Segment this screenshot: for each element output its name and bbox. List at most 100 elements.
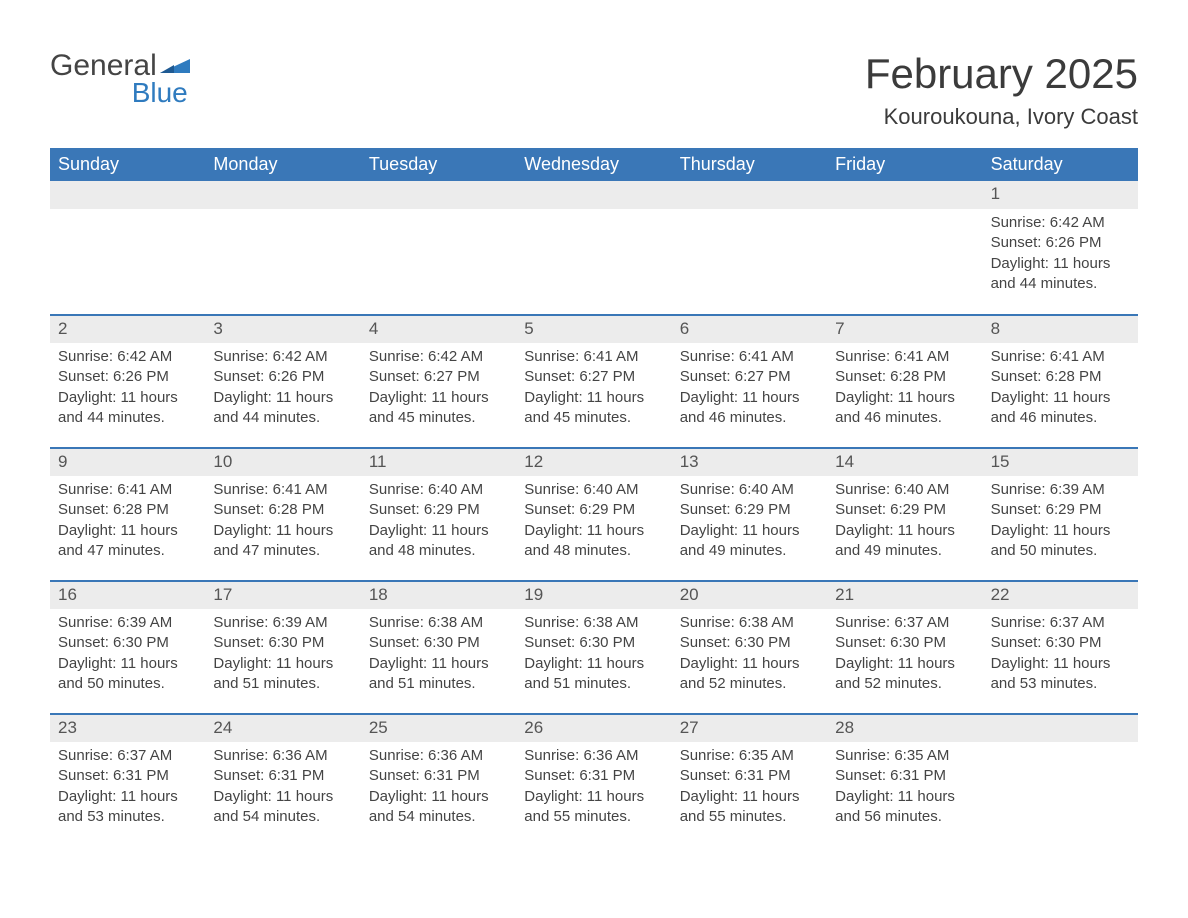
daylight-text: Daylight: 11 hours and 53 minutes. — [991, 654, 1130, 695]
sunset-text: Sunset: 6:28 PM — [58, 500, 197, 520]
logo: General Blue — [50, 50, 190, 107]
day-cell — [50, 209, 205, 314]
day-cell — [983, 742, 1138, 846]
sunrise-text: Sunrise: 6:36 AM — [524, 746, 663, 766]
sunset-text: Sunset: 6:31 PM — [524, 766, 663, 786]
sunset-text: Sunset: 6:28 PM — [835, 367, 974, 387]
day-number: 4 — [361, 316, 516, 343]
day-cell: Sunrise: 6:39 AMSunset: 6:30 PMDaylight:… — [50, 609, 205, 713]
day-number — [205, 181, 360, 209]
day-number: 19 — [516, 582, 671, 609]
sunrise-text: Sunrise: 6:36 AM — [369, 746, 508, 766]
day-number: 20 — [672, 582, 827, 609]
day-cell: Sunrise: 6:35 AMSunset: 6:31 PMDaylight:… — [827, 742, 982, 846]
month-title: February 2025 — [865, 50, 1138, 98]
weekday-header: Wednesday — [516, 148, 671, 181]
sunrise-text: Sunrise: 6:40 AM — [524, 480, 663, 500]
day-number — [516, 181, 671, 209]
calendar-week: 9101112131415Sunrise: 6:41 AMSunset: 6:2… — [50, 447, 1138, 580]
sunset-text: Sunset: 6:29 PM — [369, 500, 508, 520]
day-cell: Sunrise: 6:42 AMSunset: 6:27 PMDaylight:… — [361, 343, 516, 447]
sunset-text: Sunset: 6:30 PM — [213, 633, 352, 653]
sunset-text: Sunset: 6:27 PM — [680, 367, 819, 387]
day-cell — [827, 209, 982, 314]
daylight-text: Daylight: 11 hours and 51 minutes. — [213, 654, 352, 695]
day-cell: Sunrise: 6:35 AMSunset: 6:31 PMDaylight:… — [672, 742, 827, 846]
daylight-text: Daylight: 11 hours and 49 minutes. — [680, 521, 819, 562]
calendar-week: 1 Sunrise: 6:42 AMSunset: 6:26 PMDaylight… — [50, 181, 1138, 314]
sunrise-text: Sunrise: 6:38 AM — [680, 613, 819, 633]
sunset-text: Sunset: 6:30 PM — [58, 633, 197, 653]
weekday-header: Thursday — [672, 148, 827, 181]
day-body-row: Sunrise: 6:41 AMSunset: 6:28 PMDaylight:… — [50, 476, 1138, 580]
day-number: 7 — [827, 316, 982, 343]
day-number: 1 — [983, 181, 1138, 209]
daylight-text: Daylight: 11 hours and 49 minutes. — [835, 521, 974, 562]
daylight-text: Daylight: 11 hours and 56 minutes. — [835, 787, 974, 828]
sunset-text: Sunset: 6:29 PM — [680, 500, 819, 520]
day-number: 21 — [827, 582, 982, 609]
sunset-text: Sunset: 6:27 PM — [524, 367, 663, 387]
day-number: 12 — [516, 449, 671, 476]
sunrise-text: Sunrise: 6:39 AM — [991, 480, 1130, 500]
weekday-header: Tuesday — [361, 148, 516, 181]
daylight-text: Daylight: 11 hours and 55 minutes. — [680, 787, 819, 828]
sunset-text: Sunset: 6:31 PM — [58, 766, 197, 786]
sunset-text: Sunset: 6:26 PM — [991, 233, 1130, 253]
daylight-text: Daylight: 11 hours and 50 minutes. — [58, 654, 197, 695]
day-cell: Sunrise: 6:36 AMSunset: 6:31 PMDaylight:… — [516, 742, 671, 846]
sunrise-text: Sunrise: 6:35 AM — [680, 746, 819, 766]
day-number: 17 — [205, 582, 360, 609]
day-cell: Sunrise: 6:41 AMSunset: 6:28 PMDaylight:… — [205, 476, 360, 580]
sunrise-text: Sunrise: 6:38 AM — [369, 613, 508, 633]
daylight-text: Daylight: 11 hours and 44 minutes. — [991, 254, 1130, 295]
sunrise-text: Sunrise: 6:39 AM — [58, 613, 197, 633]
day-body-row: Sunrise: 6:37 AMSunset: 6:31 PMDaylight:… — [50, 742, 1138, 846]
sunset-text: Sunset: 6:30 PM — [835, 633, 974, 653]
sunset-text: Sunset: 6:28 PM — [213, 500, 352, 520]
day-cell: Sunrise: 6:40 AMSunset: 6:29 PMDaylight:… — [827, 476, 982, 580]
sunrise-text: Sunrise: 6:37 AM — [991, 613, 1130, 633]
weekday-header: Sunday — [50, 148, 205, 181]
day-cell: Sunrise: 6:39 AMSunset: 6:29 PMDaylight:… — [983, 476, 1138, 580]
daylight-text: Daylight: 11 hours and 45 minutes. — [369, 388, 508, 429]
sunrise-text: Sunrise: 6:40 AM — [680, 480, 819, 500]
sunrise-text: Sunrise: 6:40 AM — [835, 480, 974, 500]
day-number — [983, 715, 1138, 742]
sunrise-text: Sunrise: 6:38 AM — [524, 613, 663, 633]
weekday-header: Friday — [827, 148, 982, 181]
calendar-week: 16171819202122Sunrise: 6:39 AMSunset: 6:… — [50, 580, 1138, 713]
day-cell — [672, 209, 827, 314]
day-cell: Sunrise: 6:37 AMSunset: 6:31 PMDaylight:… — [50, 742, 205, 846]
daynum-strip: 9101112131415 — [50, 449, 1138, 476]
day-number: 26 — [516, 715, 671, 742]
day-number: 23 — [50, 715, 205, 742]
sunset-text: Sunset: 6:30 PM — [369, 633, 508, 653]
sunset-text: Sunset: 6:31 PM — [213, 766, 352, 786]
day-cell: Sunrise: 6:37 AMSunset: 6:30 PMDaylight:… — [827, 609, 982, 713]
day-cell: Sunrise: 6:40 AMSunset: 6:29 PMDaylight:… — [361, 476, 516, 580]
daylight-text: Daylight: 11 hours and 51 minutes. — [524, 654, 663, 695]
sunrise-text: Sunrise: 6:41 AM — [213, 480, 352, 500]
day-cell: Sunrise: 6:41 AMSunset: 6:28 PMDaylight:… — [50, 476, 205, 580]
day-cell: Sunrise: 6:36 AMSunset: 6:31 PMDaylight:… — [361, 742, 516, 846]
sunrise-text: Sunrise: 6:41 AM — [58, 480, 197, 500]
day-cell: Sunrise: 6:36 AMSunset: 6:31 PMDaylight:… — [205, 742, 360, 846]
daynum-strip: 1 — [50, 181, 1138, 209]
daylight-text: Daylight: 11 hours and 52 minutes. — [835, 654, 974, 695]
daylight-text: Daylight: 11 hours and 53 minutes. — [58, 787, 197, 828]
daylight-text: Daylight: 11 hours and 48 minutes. — [524, 521, 663, 562]
day-number: 3 — [205, 316, 360, 343]
sunrise-text: Sunrise: 6:41 AM — [524, 347, 663, 367]
day-number: 28 — [827, 715, 982, 742]
day-cell: Sunrise: 6:41 AMSunset: 6:27 PMDaylight:… — [516, 343, 671, 447]
day-cell: Sunrise: 6:38 AMSunset: 6:30 PMDaylight:… — [672, 609, 827, 713]
day-cell: Sunrise: 6:40 AMSunset: 6:29 PMDaylight:… — [516, 476, 671, 580]
calendar-week: 2345678Sunrise: 6:42 AMSunset: 6:26 PMDa… — [50, 314, 1138, 447]
day-cell — [361, 209, 516, 314]
day-number — [50, 181, 205, 209]
sunset-text: Sunset: 6:26 PM — [58, 367, 197, 387]
day-cell: Sunrise: 6:42 AMSunset: 6:26 PMDaylight:… — [50, 343, 205, 447]
sunset-text: Sunset: 6:31 PM — [835, 766, 974, 786]
sunrise-text: Sunrise: 6:42 AM — [991, 213, 1130, 233]
